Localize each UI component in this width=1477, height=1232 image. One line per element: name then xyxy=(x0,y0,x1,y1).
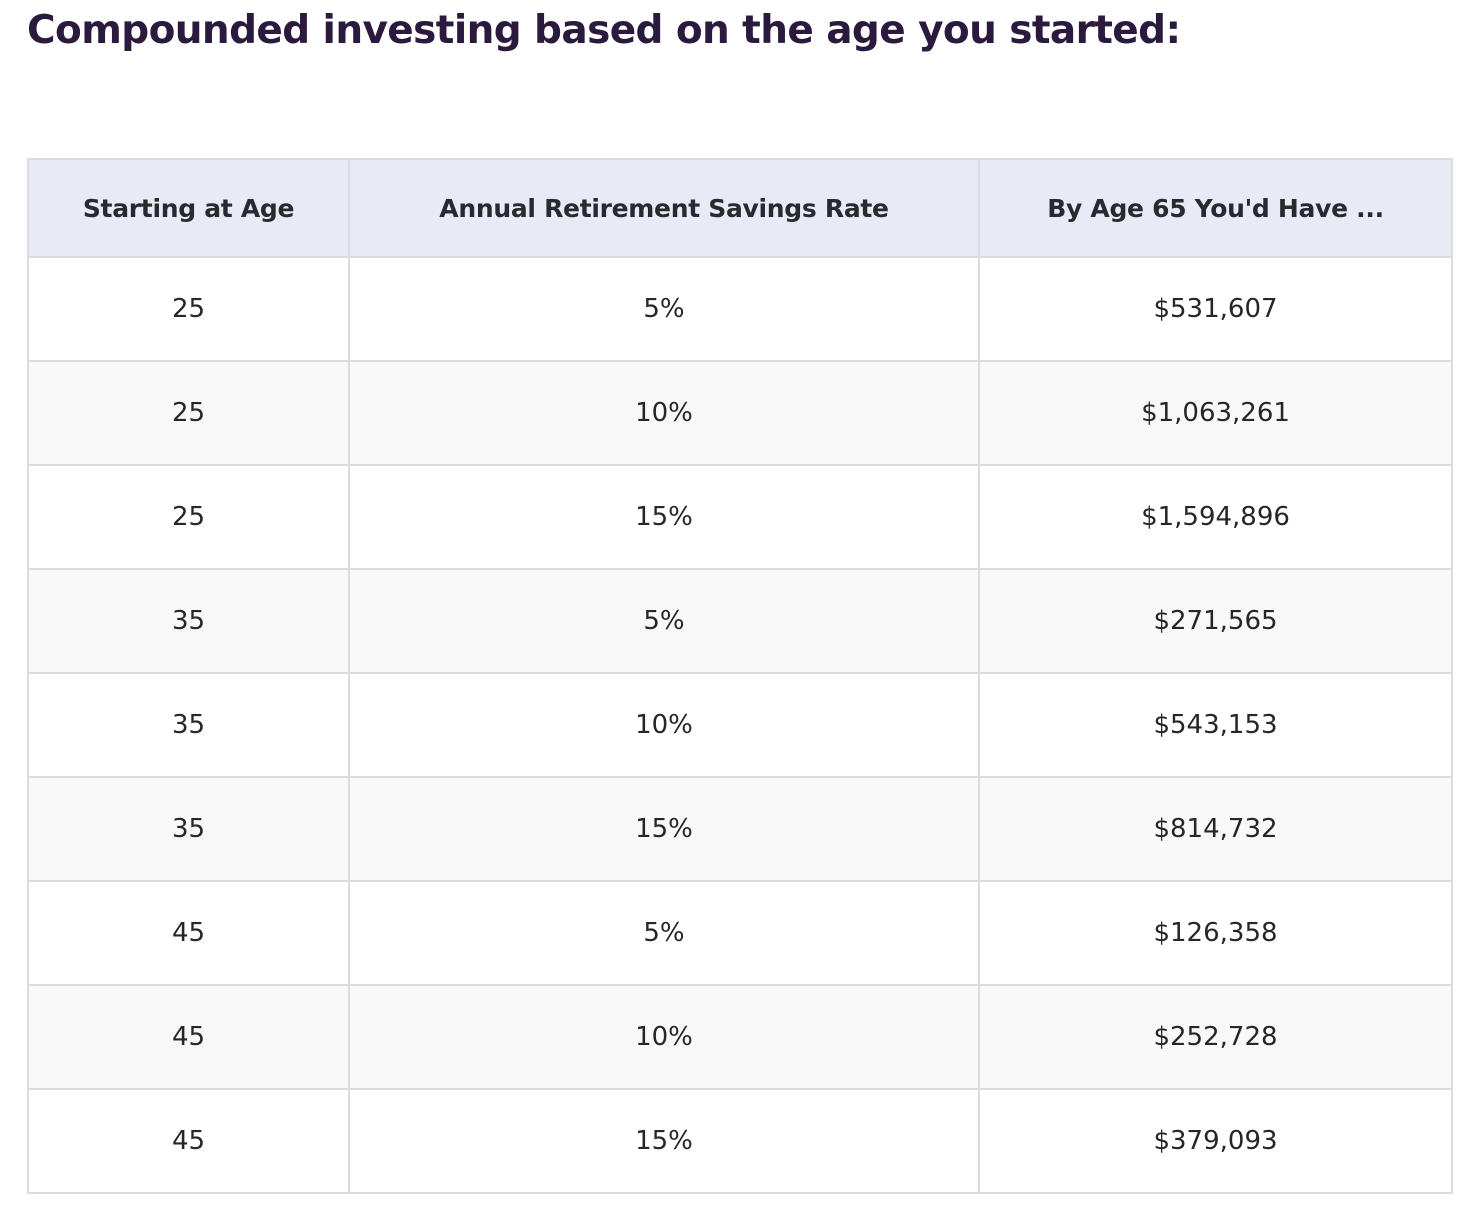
cell-savings-rate: 5% xyxy=(348,880,980,986)
cell-savings-rate: 10% xyxy=(348,360,980,466)
cell-savings-rate: 15% xyxy=(348,464,980,570)
cell-starting-age: 25 xyxy=(27,256,350,362)
cell-total-at-65: $126,358 xyxy=(978,880,1453,986)
cell-savings-rate: 10% xyxy=(348,672,980,778)
cell-total-at-65: $271,565 xyxy=(978,568,1453,674)
cell-total-at-65: $531,607 xyxy=(978,256,1453,362)
table-row: 45 15% $379,093 xyxy=(27,1088,1453,1194)
header-total-at-65: By Age 65 You'd Have ... xyxy=(978,158,1453,258)
cell-starting-age: 45 xyxy=(27,880,350,986)
table-row: 25 5% $531,607 xyxy=(27,256,1453,362)
cell-starting-age: 45 xyxy=(27,1088,350,1194)
cell-savings-rate: 5% xyxy=(348,256,980,362)
cell-savings-rate: 15% xyxy=(348,1088,980,1194)
cell-starting-age: 35 xyxy=(27,568,350,674)
cell-starting-age: 25 xyxy=(27,464,350,570)
cell-total-at-65: $1,594,896 xyxy=(978,464,1453,570)
table-row: 35 10% $543,153 xyxy=(27,672,1453,778)
cell-total-at-65: $379,093 xyxy=(978,1088,1453,1194)
cell-savings-rate: 5% xyxy=(348,568,980,674)
cell-starting-age: 35 xyxy=(27,672,350,778)
cell-total-at-65: $814,732 xyxy=(978,776,1453,882)
cell-savings-rate: 10% xyxy=(348,984,980,1090)
page-title: Compounded investing based on the age yo… xyxy=(27,8,1181,53)
cell-total-at-65: $1,063,261 xyxy=(978,360,1453,466)
cell-total-at-65: $252,728 xyxy=(978,984,1453,1090)
header-savings-rate: Annual Retirement Savings Rate xyxy=(348,158,980,258)
table-row: 25 10% $1,063,261 xyxy=(27,360,1453,466)
cell-starting-age: 25 xyxy=(27,360,350,466)
header-starting-age: Starting at Age xyxy=(27,158,350,258)
table-row: 45 10% $252,728 xyxy=(27,984,1453,1090)
table-row: 45 5% $126,358 xyxy=(27,880,1453,986)
cell-starting-age: 45 xyxy=(27,984,350,1090)
table-row: 35 15% $814,732 xyxy=(27,776,1453,882)
investment-table: Starting at Age Annual Retirement Saving… xyxy=(27,158,1453,1194)
cell-starting-age: 35 xyxy=(27,776,350,882)
cell-savings-rate: 15% xyxy=(348,776,980,882)
table-header-row: Starting at Age Annual Retirement Saving… xyxy=(27,158,1453,258)
table-row: 35 5% $271,565 xyxy=(27,568,1453,674)
table-row: 25 15% $1,594,896 xyxy=(27,464,1453,570)
cell-total-at-65: $543,153 xyxy=(978,672,1453,778)
